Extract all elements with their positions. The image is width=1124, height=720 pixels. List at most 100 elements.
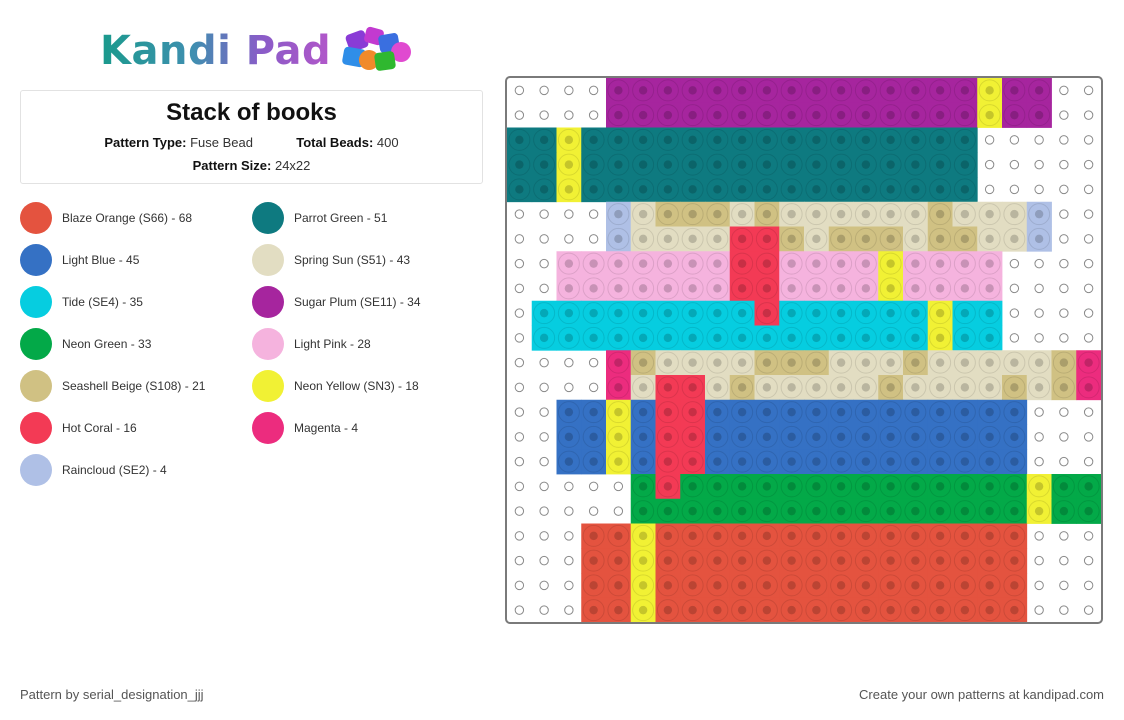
kandi-pad-logo[interactable]: Kandi Pad [100, 25, 415, 76]
empty-peg[interactable] [539, 110, 549, 120]
empty-peg[interactable] [1059, 110, 1069, 120]
empty-peg[interactable] [1034, 555, 1044, 566]
empty-peg[interactable] [514, 382, 525, 393]
empty-peg[interactable] [514, 258, 525, 269]
empty-peg[interactable] [514, 456, 525, 467]
empty-peg[interactable] [1083, 159, 1094, 170]
kandipad-link[interactable]: Create your own patterns at kandipad.com [859, 687, 1104, 702]
empty-peg[interactable] [588, 357, 599, 368]
empty-peg[interactable] [1034, 432, 1044, 442]
empty-peg[interactable] [1059, 531, 1069, 541]
bead-pegboard[interactable] [505, 76, 1103, 624]
empty-peg[interactable] [588, 481, 599, 492]
empty-peg[interactable] [1083, 605, 1094, 615]
empty-peg[interactable] [514, 531, 525, 541]
empty-peg[interactable] [1083, 555, 1094, 566]
empty-peg[interactable] [1034, 456, 1044, 467]
empty-peg[interactable] [564, 357, 574, 368]
empty-peg[interactable] [564, 382, 574, 393]
empty-peg[interactable] [539, 456, 549, 467]
empty-peg[interactable] [1083, 456, 1094, 467]
empty-peg[interactable] [588, 382, 599, 393]
empty-peg[interactable] [539, 85, 549, 96]
empty-peg[interactable] [1059, 234, 1069, 244]
empty-peg[interactable] [1009, 333, 1020, 343]
empty-peg[interactable] [539, 357, 549, 368]
empty-peg[interactable] [984, 135, 995, 145]
empty-peg[interactable] [1059, 258, 1069, 269]
empty-peg[interactable] [1059, 308, 1069, 318]
empty-peg[interactable] [1034, 135, 1044, 145]
empty-peg[interactable] [1083, 407, 1094, 417]
empty-peg[interactable] [514, 580, 525, 591]
empty-peg[interactable] [1009, 135, 1020, 145]
empty-peg[interactable] [539, 555, 549, 566]
empty-peg[interactable] [514, 209, 525, 219]
empty-peg[interactable] [1034, 159, 1044, 170]
empty-peg[interactable] [539, 605, 549, 615]
empty-peg[interactable] [564, 85, 574, 96]
empty-peg[interactable] [1083, 135, 1094, 145]
empty-peg[interactable] [514, 481, 525, 492]
empty-peg[interactable] [1009, 308, 1020, 318]
empty-peg[interactable] [1059, 580, 1069, 591]
empty-peg[interactable] [514, 308, 525, 318]
empty-peg[interactable] [1083, 333, 1094, 343]
empty-peg[interactable] [588, 506, 599, 516]
empty-peg[interactable] [1083, 308, 1094, 318]
empty-peg[interactable] [564, 605, 574, 615]
empty-peg[interactable] [539, 234, 549, 244]
empty-peg[interactable] [564, 481, 574, 492]
empty-peg[interactable] [1059, 159, 1069, 170]
empty-peg[interactable] [1083, 110, 1094, 120]
empty-peg[interactable] [539, 258, 549, 269]
empty-peg[interactable] [514, 605, 525, 615]
empty-peg[interactable] [564, 555, 574, 566]
empty-peg[interactable] [539, 481, 549, 492]
empty-peg[interactable] [1083, 258, 1094, 269]
empty-peg[interactable] [1059, 135, 1069, 145]
empty-peg[interactable] [1034, 407, 1044, 417]
bead-grid[interactable] [507, 78, 1101, 622]
empty-peg[interactable] [514, 333, 525, 343]
empty-peg[interactable] [1059, 555, 1069, 566]
empty-peg[interactable] [588, 234, 599, 244]
empty-peg[interactable] [1083, 283, 1094, 294]
empty-peg[interactable] [1034, 184, 1044, 195]
empty-peg[interactable] [514, 407, 525, 417]
empty-peg[interactable] [539, 432, 549, 442]
empty-peg[interactable] [1059, 456, 1069, 467]
empty-peg[interactable] [984, 184, 995, 195]
empty-peg[interactable] [1059, 432, 1069, 442]
empty-peg[interactable] [613, 481, 624, 492]
empty-peg[interactable] [1083, 432, 1094, 442]
empty-peg[interactable] [564, 531, 574, 541]
empty-peg[interactable] [539, 506, 549, 516]
empty-peg[interactable] [514, 357, 525, 368]
empty-peg[interactable] [539, 407, 549, 417]
empty-peg[interactable] [1083, 85, 1094, 96]
empty-peg[interactable] [1059, 283, 1069, 294]
empty-peg[interactable] [1083, 209, 1094, 219]
empty-peg[interactable] [1034, 258, 1044, 269]
empty-peg[interactable] [564, 110, 574, 120]
empty-peg[interactable] [564, 234, 574, 244]
empty-peg[interactable] [1034, 531, 1044, 541]
empty-peg[interactable] [1083, 184, 1094, 195]
empty-peg[interactable] [514, 506, 525, 516]
empty-peg[interactable] [1009, 258, 1020, 269]
empty-peg[interactable] [1083, 580, 1094, 591]
empty-peg[interactable] [1034, 283, 1044, 294]
empty-peg[interactable] [514, 234, 525, 244]
empty-peg[interactable] [1009, 184, 1020, 195]
empty-peg[interactable] [588, 110, 599, 120]
empty-peg[interactable] [514, 283, 525, 294]
empty-peg[interactable] [1034, 605, 1044, 615]
empty-peg[interactable] [1009, 159, 1020, 170]
empty-peg[interactable] [588, 209, 599, 219]
empty-peg[interactable] [1034, 580, 1044, 591]
empty-peg[interactable] [1059, 407, 1069, 417]
empty-peg[interactable] [588, 85, 599, 96]
empty-peg[interactable] [564, 580, 574, 591]
empty-peg[interactable] [1059, 85, 1069, 96]
